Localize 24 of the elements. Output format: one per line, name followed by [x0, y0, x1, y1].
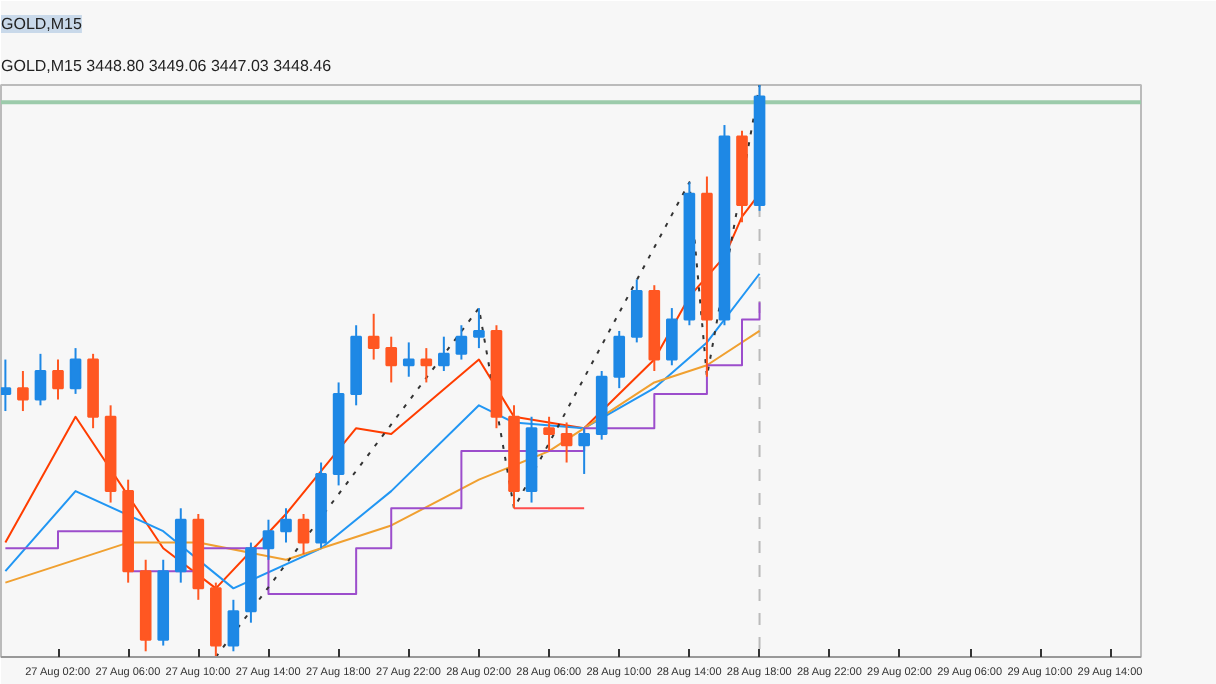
- candlestick: [402, 341, 415, 378]
- candlestick: [227, 598, 240, 653]
- candlestick: [52, 358, 64, 401]
- candlestick: [420, 347, 433, 384]
- candlestick: [367, 312, 380, 361]
- candlestick: [297, 513, 310, 556]
- candlestick: [385, 335, 398, 384]
- candlestick: [280, 507, 292, 544]
- candlestick: [1, 358, 12, 413]
- candlestick: [455, 324, 468, 361]
- candlestick: [17, 370, 29, 413]
- candlestick: [543, 415, 555, 453]
- candlestick: [34, 352, 47, 407]
- chart-title: GOLD,M15: [1, 15, 84, 33]
- candlestick: [613, 329, 626, 390]
- candlestick: [630, 278, 643, 344]
- candlestick: [560, 421, 573, 464]
- candlestick: [473, 307, 485, 350]
- candlestick: [69, 347, 82, 395]
- candlestick: [438, 335, 450, 372]
- candlestick: [262, 518, 275, 561]
- candlestick: [666, 307, 678, 367]
- chart-subtitle: GOLD,M15 3448.80 3449.06 3447.03 3448.46: [1, 57, 333, 75]
- candlestick: [578, 427, 590, 475]
